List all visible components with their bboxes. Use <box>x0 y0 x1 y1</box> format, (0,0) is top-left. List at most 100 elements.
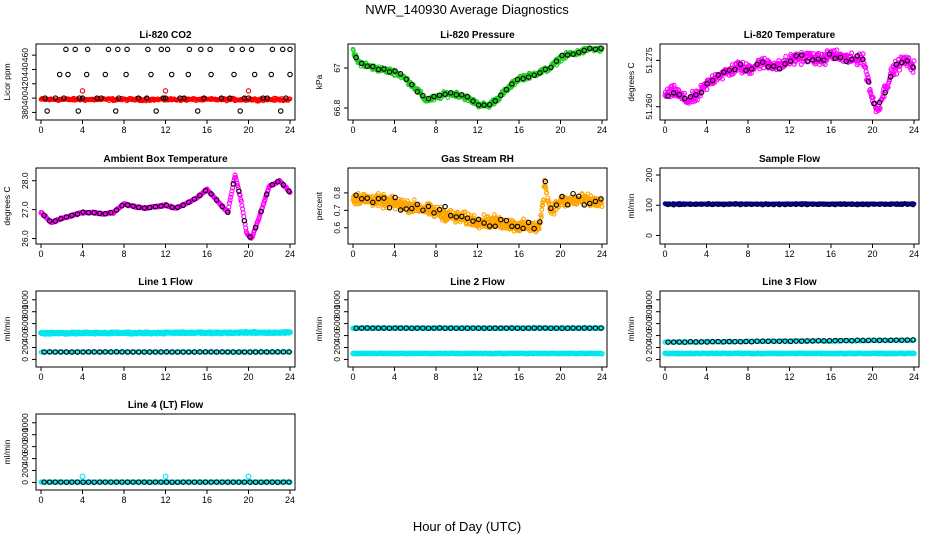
data-point <box>42 95 48 101</box>
data-point <box>72 46 78 53</box>
data-point <box>481 220 487 226</box>
data-point <box>826 51 833 57</box>
panel-title: Li-820 Pressure <box>440 30 515 41</box>
data-point <box>581 47 588 54</box>
x-tick-label: 24 <box>909 125 919 135</box>
data-point <box>709 77 716 84</box>
data-point <box>201 95 207 101</box>
x-tick-label: 0 <box>38 372 43 382</box>
data-point <box>245 473 252 480</box>
panel-title: Ambient Box Temperature <box>103 154 228 165</box>
data-point <box>509 81 515 87</box>
data-point <box>470 98 476 104</box>
series-black-1 <box>353 178 604 232</box>
x-tick-label: 12 <box>160 125 170 135</box>
data-point <box>548 64 554 71</box>
panel-title: Sample Flow <box>759 154 820 165</box>
data-point <box>676 91 682 98</box>
series-black-1 <box>42 46 293 114</box>
data-point <box>719 76 725 82</box>
x-tick-label: 8 <box>121 495 126 505</box>
data-point <box>411 197 417 202</box>
x-tick-label: 4 <box>704 249 709 259</box>
data-point <box>80 209 86 215</box>
data-point <box>904 58 911 64</box>
x-tick-label: 20 <box>555 125 565 135</box>
x-tick-label: 16 <box>514 125 524 135</box>
data-point <box>793 53 799 59</box>
data-point <box>871 100 877 107</box>
data-point <box>226 200 233 206</box>
data-point <box>207 46 213 53</box>
data-point <box>256 214 262 220</box>
data-point <box>877 105 883 111</box>
x-tick-label: 16 <box>202 125 212 135</box>
data-point <box>258 208 264 215</box>
x-tick-label: 8 <box>433 372 438 382</box>
data-point <box>112 108 119 114</box>
data-point <box>486 223 493 229</box>
data-point <box>194 108 201 114</box>
x-tick-label: 24 <box>285 372 295 382</box>
panel-title: Line 2 Flow <box>450 277 505 288</box>
data-point <box>219 203 225 210</box>
data-point <box>865 78 872 85</box>
y-tick-label: 0 <box>644 357 654 362</box>
data-point <box>269 182 276 188</box>
data-point <box>144 95 150 101</box>
data-point <box>414 89 421 95</box>
panel-ylabel: ml/min <box>2 439 12 464</box>
data-point <box>704 80 710 87</box>
data-point <box>598 45 604 52</box>
x-tick-label: 16 <box>514 249 524 259</box>
x-tick-label: 12 <box>472 249 482 259</box>
x-tick-label: 20 <box>867 249 877 259</box>
data-point <box>815 56 822 62</box>
series-orange-0 <box>350 177 605 235</box>
data-point <box>843 58 849 65</box>
data-point <box>868 89 874 96</box>
data-point <box>681 90 688 96</box>
x-tick-label: 20 <box>243 125 253 135</box>
data-point <box>241 217 248 224</box>
data-point <box>748 66 755 72</box>
data-point <box>782 61 788 67</box>
y-tick-label: 460 <box>20 48 30 62</box>
y-tick-label: 200 <box>644 168 654 182</box>
data-point <box>264 95 270 101</box>
data-point <box>492 98 498 104</box>
x-tick-label: 24 <box>909 372 919 382</box>
y-tick-label: 1000 <box>332 290 342 309</box>
x-tick-label: 12 <box>160 372 170 382</box>
data-point <box>232 172 238 178</box>
data-point <box>397 207 404 213</box>
data-point <box>475 216 482 223</box>
data-point <box>397 71 404 77</box>
y-tick-label: 1000 <box>20 290 30 309</box>
data-point <box>162 95 169 101</box>
data-point <box>831 48 837 54</box>
data-point <box>737 61 744 67</box>
data-point <box>693 92 699 98</box>
panel-points <box>662 337 917 357</box>
x-tick-label: 24 <box>597 125 607 135</box>
data-point <box>486 101 493 108</box>
panel-ylabel: ml/min <box>314 316 324 341</box>
data-point <box>153 108 159 114</box>
data-point <box>837 54 844 61</box>
y-tick-label: 26.0 <box>20 230 30 247</box>
data-point <box>754 61 760 68</box>
panel-ylabel: degrees C <box>626 62 636 101</box>
data-point <box>370 63 376 70</box>
panel-points <box>38 473 293 485</box>
data-point <box>866 79 872 85</box>
data-point <box>41 212 47 219</box>
data-point <box>539 207 545 213</box>
x-tick-label: 4 <box>392 372 397 382</box>
data-point <box>860 56 866 63</box>
data-point <box>403 76 409 83</box>
x-tick-label: 12 <box>472 125 482 135</box>
